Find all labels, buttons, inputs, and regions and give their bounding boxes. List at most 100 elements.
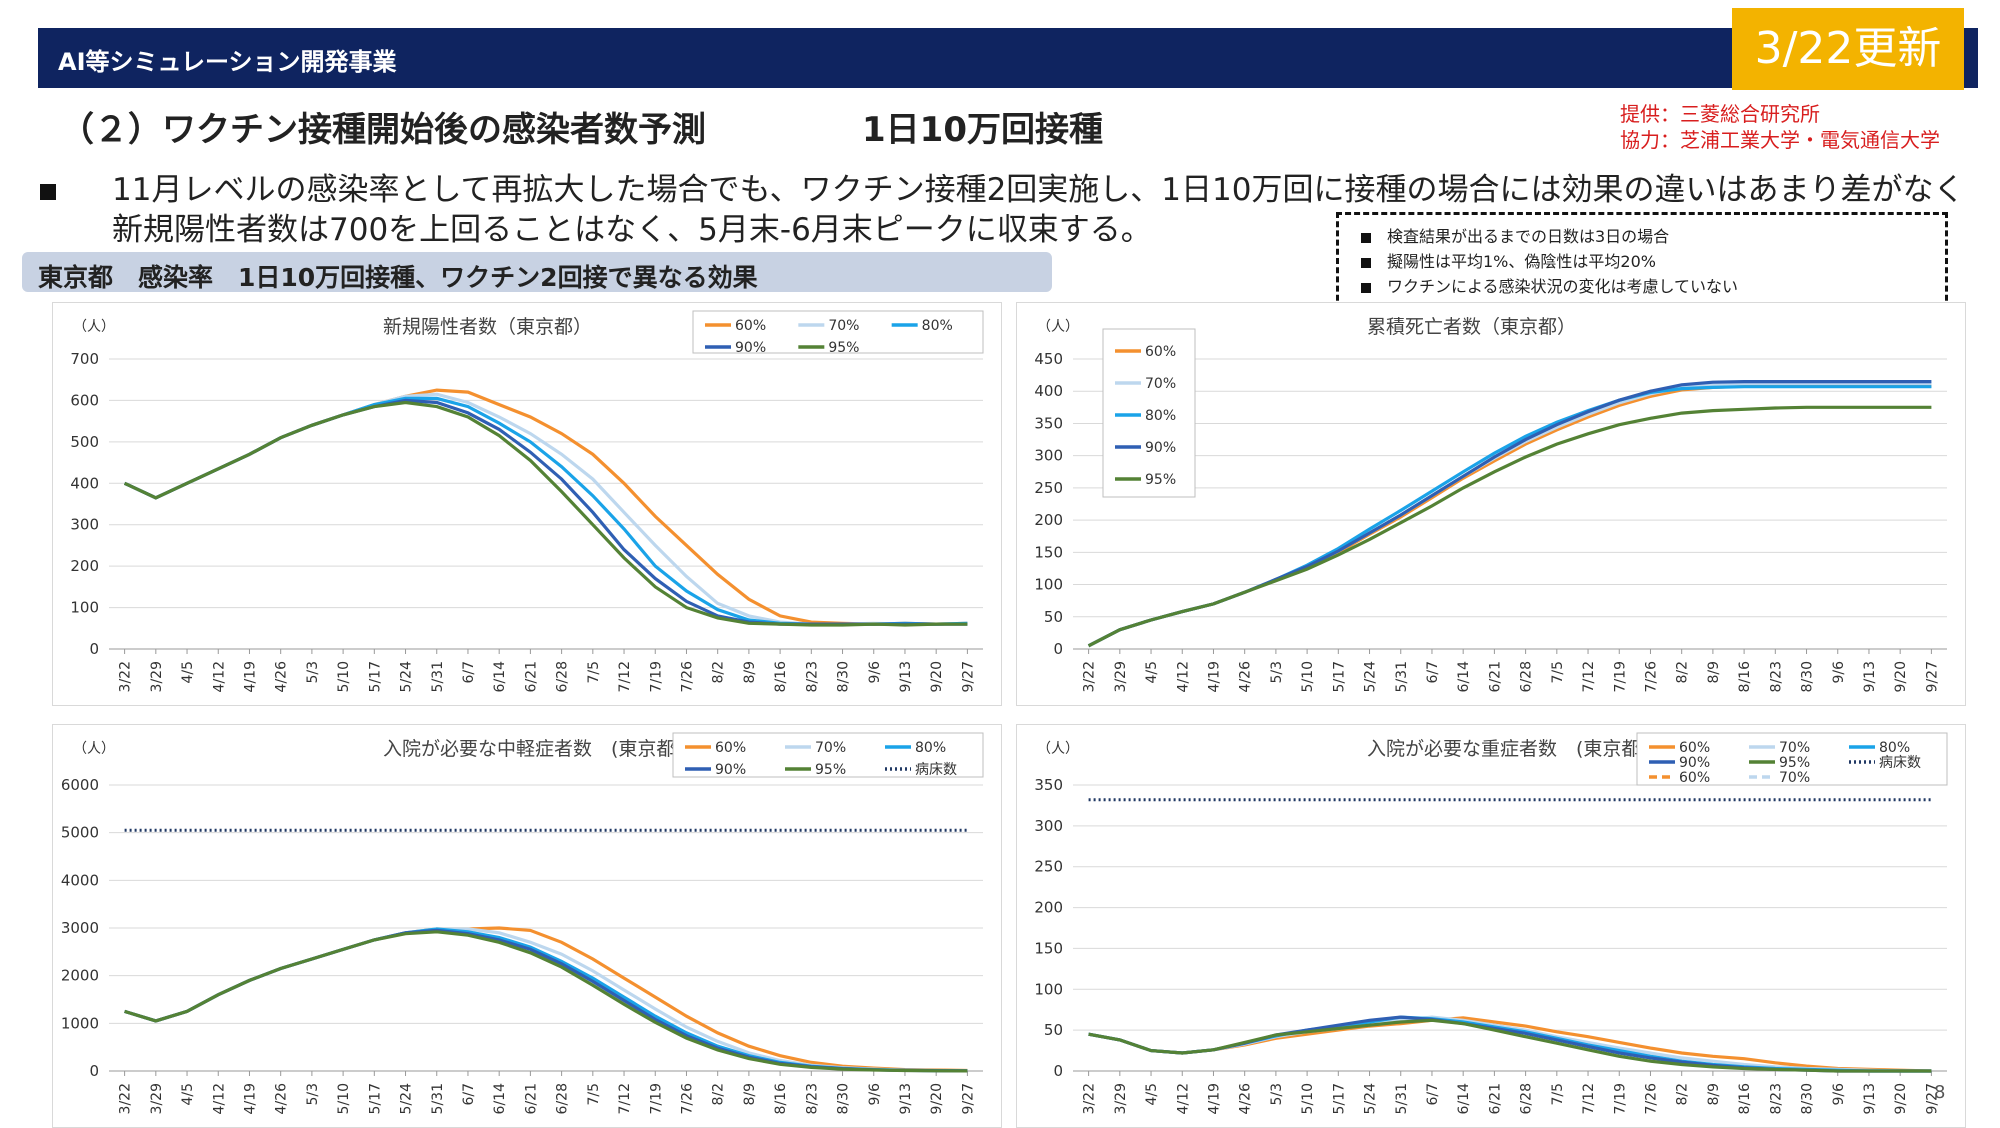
y-tick-label: 400	[1034, 382, 1063, 400]
x-tick-label: 5/24	[399, 1083, 415, 1115]
x-tick-label: 8/9	[742, 1083, 758, 1106]
x-tick-label: 8/9	[742, 661, 758, 684]
y-tick-label: 200	[1034, 511, 1063, 529]
x-tick-label: 6/21	[1487, 661, 1503, 692]
bullet-square-icon	[1361, 233, 1371, 243]
x-tick-label: 4/5	[1144, 1083, 1160, 1106]
y-tick-label: 300	[70, 516, 99, 534]
note-text: 検査結果が出るまでの日数は3日の場合	[1387, 227, 1669, 246]
legend: 60%70%80%90%95%	[1103, 329, 1195, 497]
y-tick-label: 0	[1053, 1062, 1063, 1080]
series-line-80pct	[1089, 387, 1932, 646]
x-tick-label: 5/24	[399, 661, 415, 693]
x-tick-label: 8/23	[1768, 661, 1784, 692]
page-title-scenario: 1日10万回接種	[862, 102, 1103, 151]
x-tick-label: 7/5	[1550, 661, 1566, 684]
x-tick-label: 7/12	[1581, 661, 1597, 692]
y-tick-label: 2000	[61, 967, 99, 985]
x-tick-label: 6/7	[461, 1083, 477, 1106]
x-tick-label: 8/16	[1737, 1083, 1753, 1115]
y-unit-label: （人）	[1037, 319, 1079, 335]
x-tick-label: 4/12	[211, 1083, 227, 1114]
x-tick-label: 5/10	[1300, 661, 1316, 692]
legend-label: 60%	[1679, 740, 1710, 756]
x-tick-label: 6/14	[1456, 1083, 1472, 1115]
x-tick-label: 5/3	[305, 1083, 321, 1106]
x-tick-label: 8/2	[1675, 661, 1691, 684]
x-tick-label: 4/19	[1206, 1083, 1222, 1114]
x-tick-label: 6/21	[523, 661, 539, 692]
y-tick-label: 150	[1034, 543, 1063, 561]
x-tick-label: 8/30	[836, 1083, 852, 1114]
y-tick-label: 50	[1044, 1021, 1063, 1039]
series-line-70pct	[125, 394, 968, 624]
x-tick-label: 3/22	[118, 661, 134, 692]
y-unit-label: （人）	[1037, 741, 1079, 757]
x-tick-label: 9/13	[1862, 1083, 1878, 1114]
legend-label: 病床数	[1879, 755, 1921, 771]
legend-label: 95%	[1779, 755, 1810, 771]
y-unit-label: （人）	[73, 741, 115, 757]
y-tick-label: 200	[1034, 899, 1063, 917]
x-tick-label: 5/17	[1331, 661, 1347, 692]
chart-title: 入院が必要な中軽症者数 (東京都)	[383, 738, 683, 760]
legend-label: 90%	[715, 762, 746, 778]
x-tick-label: 9/6	[867, 1083, 883, 1106]
x-tick-label: 7/12	[617, 1083, 633, 1114]
x-tick-label: 3/29	[1113, 661, 1129, 692]
legend-label: 80%	[915, 740, 946, 756]
y-tick-label: 500	[70, 433, 99, 451]
y-tick-label: 350	[1034, 776, 1063, 794]
y-tick-label: 3000	[61, 919, 99, 937]
chart-title: 新規陽性者数（東京都）	[383, 316, 592, 338]
x-tick-label: 8/16	[1737, 661, 1753, 693]
x-tick-label: 9/6	[867, 661, 883, 684]
x-tick-label: 3/22	[1082, 1083, 1098, 1114]
x-tick-label: 6/7	[461, 661, 477, 684]
x-tick-label: 6/21	[523, 1083, 539, 1114]
x-tick-label: 5/24	[1363, 661, 1379, 693]
series-line-90pct	[1089, 382, 1932, 646]
note-text: 擬陽性は平均1%、偽陰性は平均20%	[1387, 252, 1656, 271]
page-number: 8	[1934, 1082, 1945, 1103]
legend-label: 95%	[815, 762, 846, 778]
legend-label: 90%	[1145, 440, 1176, 456]
subtitle-bar: 東京都 感染率 1日10万回接種、ワクチン2回接で異なる効果	[22, 252, 1052, 292]
legend-label: 60%	[1679, 770, 1710, 786]
x-tick-label: 4/19	[1206, 661, 1222, 692]
chart-title: 累積死亡者数（東京都）	[1367, 316, 1576, 338]
x-tick-label: 7/12	[617, 661, 633, 692]
header-bar: AI等シミュレーション開発事業	[38, 28, 1978, 88]
x-tick-label: 8/30	[836, 661, 852, 692]
y-tick-label: 0	[89, 1062, 99, 1080]
x-tick-label: 4/19	[242, 1083, 258, 1114]
x-tick-label: 8/2	[711, 1083, 727, 1106]
x-tick-label: 5/31	[1394, 661, 1410, 692]
x-tick-label: 5/31	[1394, 1083, 1410, 1114]
x-tick-label: 9/27	[960, 1083, 976, 1114]
x-tick-label: 6/7	[1425, 1083, 1441, 1106]
x-tick-label: 9/6	[1831, 661, 1847, 684]
x-tick-label: 5/31	[430, 661, 446, 692]
x-tick-label: 3/29	[1113, 1083, 1129, 1114]
chart-title: 入院が必要な重症者数 (東京都)	[1367, 738, 1648, 760]
x-tick-label: 7/5	[1550, 1083, 1566, 1106]
x-tick-label: 8/30	[1800, 1083, 1816, 1114]
x-tick-label: 9/6	[1831, 1083, 1847, 1106]
y-tick-label: 100	[1034, 980, 1063, 998]
notes-box: 検査結果が出るまでの日数は3日の場合 擬陽性は平均1%、偽陰性は平均20% ワク…	[1336, 212, 1948, 310]
y-tick-label: 300	[1034, 447, 1063, 465]
x-tick-label: 6/28	[1519, 661, 1535, 692]
x-tick-label: 5/3	[1269, 661, 1285, 684]
chart-svg-severe-inpatients: （人）入院が必要な重症者数 (東京都)050100150200250300350…	[1017, 725, 1965, 1127]
bullet-square-icon	[1361, 283, 1371, 293]
x-tick-label: 4/26	[1238, 661, 1254, 693]
x-tick-label: 8/23	[804, 1083, 820, 1114]
legend: 60%70%80%90%95%病床数	[673, 733, 983, 778]
x-tick-label: 4/5	[180, 661, 196, 684]
